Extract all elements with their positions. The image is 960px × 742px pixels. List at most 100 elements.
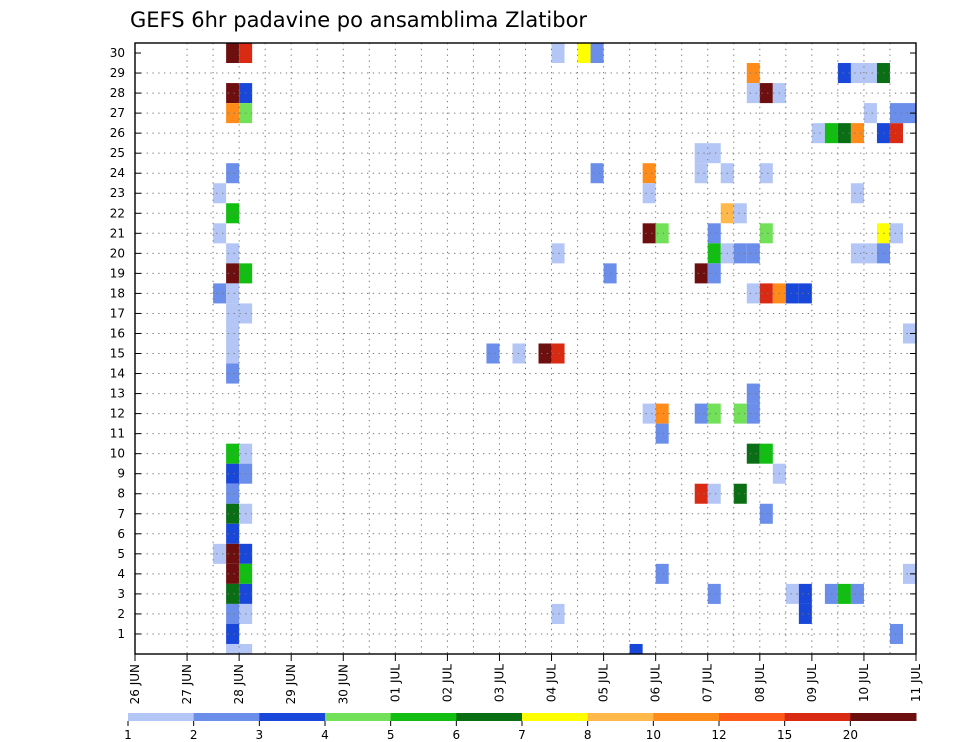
y-tick-label: 15 (110, 347, 125, 361)
legend-swatch (390, 713, 457, 721)
heatmap-cell (811, 123, 825, 144)
x-tick-label: 11 JUL (909, 664, 923, 702)
heatmap-cell (889, 223, 903, 244)
heatmap-cell (590, 163, 604, 184)
heatmap-cell (226, 483, 240, 504)
heatmap-cell (707, 143, 721, 164)
x-tick-label: 04 JUL (545, 664, 559, 702)
heatmap-cell (642, 223, 656, 244)
legend-swatch (193, 713, 260, 721)
heatmap-cell (226, 463, 240, 484)
heatmap-cell (226, 243, 240, 264)
y-tick-label: 1 (117, 627, 125, 641)
heatmap-cell (850, 63, 864, 84)
heatmap-cell (902, 563, 916, 584)
heatmap-cell (785, 583, 799, 604)
x-tick-label: 30 JUN (336, 664, 350, 704)
y-tick-label: 6 (117, 527, 125, 541)
y-tick-label: 2 (117, 607, 125, 621)
y-tick-label: 26 (110, 126, 125, 140)
legend-label: 3 (256, 728, 264, 742)
grid-lines (135, 43, 916, 654)
heatmap-cell (850, 243, 864, 264)
x-axis: 26 JUN 27 JUN 28 JUN 29 JUN 30 JUN 01 JUL 02 J… (128, 654, 923, 704)
heatmap-cell (863, 103, 877, 124)
x-tick-label: 02 JUL (440, 664, 454, 702)
heatmap-cell (746, 83, 760, 104)
heatmap-cell (850, 123, 864, 144)
heatmap-cell (902, 323, 916, 344)
x-tick-label: 01 JUL (388, 664, 402, 702)
heatmap-cell (226, 543, 240, 564)
heatmap-cell (694, 483, 708, 504)
heatmap-cell (733, 243, 747, 264)
y-tick-label: 10 (110, 447, 125, 461)
y-tick-label: 14 (110, 367, 125, 381)
heatmap-cell (226, 263, 240, 284)
heatmap-cell (759, 443, 773, 464)
heatmap-cell (694, 403, 708, 424)
legend-label: 10 (646, 728, 661, 742)
y-tick-label: 25 (110, 146, 125, 160)
legend-label: 8 (584, 728, 592, 742)
heatmap-cell (733, 403, 747, 424)
y-tick-label: 21 (110, 226, 125, 240)
heatmap-cell (226, 523, 240, 544)
heatmap-cell (850, 183, 864, 204)
heatmap-cell (746, 443, 760, 464)
x-tick-label: 03 JUL (492, 664, 506, 702)
legend-swatch (719, 713, 786, 721)
y-tick-label: 12 (110, 407, 125, 421)
heatmap-cell (486, 343, 500, 364)
chart-title: GEFS 6hr padavine po ansamblima Zlatibor (130, 8, 587, 32)
legend-label: 6 (453, 728, 461, 742)
heatmap-cell (798, 583, 812, 604)
heatmap-cell (213, 183, 227, 204)
heatmap-cell (759, 223, 773, 244)
heatmap-cell (759, 83, 773, 104)
heatmap-cell (226, 83, 240, 104)
heatmap-cell (239, 643, 253, 654)
heatmap-cell (603, 263, 617, 284)
heatmap-cell (694, 263, 708, 284)
x-tick-label: 10 JUL (857, 664, 871, 702)
heatmap-cell (863, 63, 877, 84)
heatmap-cell (850, 583, 864, 604)
heatmap-cell (707, 223, 721, 244)
legend-label: 20 (843, 728, 858, 742)
legend-swatch (325, 713, 392, 721)
x-tick-label: 06 JUL (649, 664, 663, 702)
legend-swatch (456, 713, 523, 721)
heatmap-cell (889, 623, 903, 644)
heatmap-cell (538, 343, 552, 364)
heatmap-cell (707, 483, 721, 504)
heatmap-cell (226, 343, 240, 364)
y-tick-label: 3 (117, 587, 125, 601)
heatmap-cell (226, 563, 240, 584)
heatmap-cell (590, 43, 604, 64)
heatmap-cell (226, 583, 240, 604)
heatmap-cell (746, 383, 760, 404)
heatmap-cell (239, 43, 253, 64)
heatmap-cell (759, 283, 773, 304)
heatmap-cell (694, 143, 708, 164)
y-tick-label: 27 (110, 106, 125, 120)
heatmap-cell (226, 503, 240, 524)
heatmap-cell (655, 403, 669, 424)
heatmap-cell (213, 223, 227, 244)
y-axis: 1234567891011121314151617181920212223242… (110, 46, 916, 641)
legend-label: 15 (777, 728, 792, 742)
legend-label: 12 (711, 728, 726, 742)
heatmap-cell (226, 283, 240, 304)
heatmap-cell (837, 123, 851, 144)
y-tick-label: 9 (117, 467, 125, 481)
heatmap-cell (226, 43, 240, 64)
y-tick-label: 18 (110, 286, 125, 300)
heatmap-cell (226, 103, 240, 124)
plot-frame (134, 42, 917, 655)
y-tick-label: 24 (110, 166, 125, 180)
heatmap-cell (889, 123, 903, 144)
heatmap-cell (213, 543, 227, 564)
legend-label: 4 (321, 728, 329, 742)
y-tick-label: 30 (110, 46, 125, 60)
